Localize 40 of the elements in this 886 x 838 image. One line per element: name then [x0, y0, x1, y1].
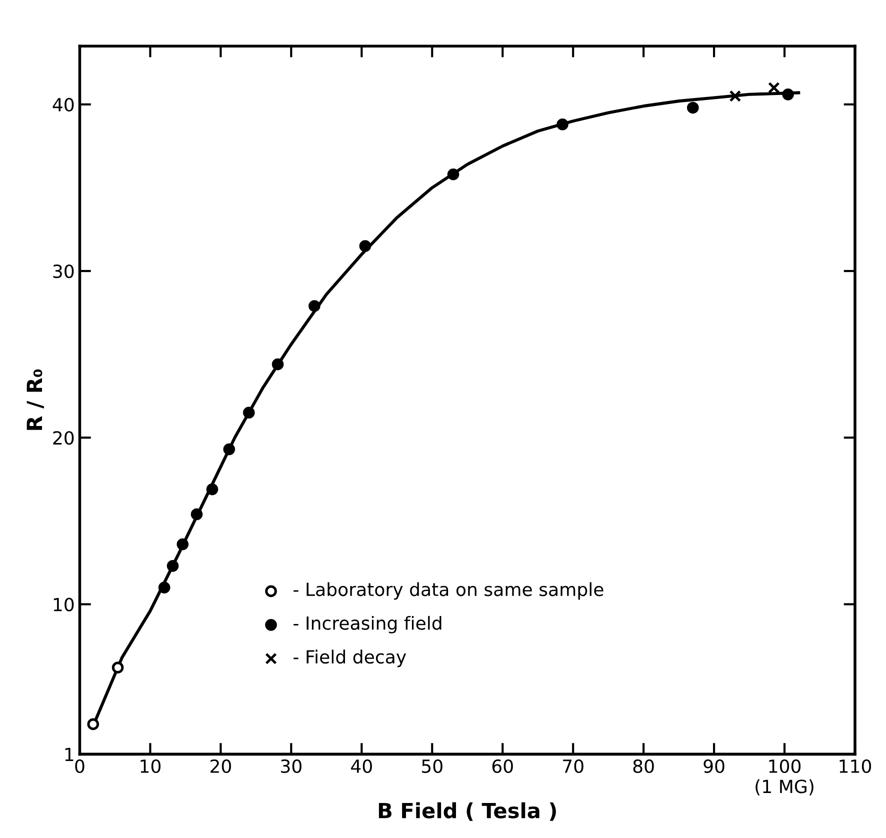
- y-tick-label: 30: [53, 264, 74, 278]
- y-tick-label: 40: [52, 98, 74, 112]
- x-tick-label: 50: [422, 759, 442, 774]
- legend-label: - Increasing field: [294, 616, 442, 634]
- y-tick-label: 10: [54, 598, 74, 612]
- point: [176, 538, 189, 550]
- x-tick-label: 20: [210, 759, 231, 774]
- x-tick-label: 10: [140, 759, 161, 774]
- point: [166, 560, 179, 572]
- point: [729, 90, 742, 102]
- x-tick-label: 40: [351, 759, 372, 774]
- x-tick-label: 70: [563, 759, 584, 774]
- point: [686, 102, 699, 114]
- y-tick-label: 1: [65, 748, 74, 762]
- point: [556, 118, 568, 130]
- x-tick-label: 30: [281, 759, 302, 774]
- legend-label: - Laboratory data on same sample: [294, 582, 604, 600]
- x-axis-title: B Field ( Tesla ): [378, 802, 556, 821]
- point: [272, 358, 284, 370]
- point: [782, 88, 794, 100]
- point: [223, 443, 236, 456]
- x-tick-label: 110: [840, 759, 872, 774]
- x-tick-label: 60: [492, 759, 513, 774]
- x-tick-label: 80: [633, 759, 654, 774]
- point: [112, 662, 124, 674]
- point: [308, 300, 320, 312]
- point: [768, 82, 780, 94]
- y-tick-label: 20: [53, 431, 74, 445]
- point: [87, 718, 100, 730]
- legend-label: - Field decay: [294, 650, 406, 668]
- point: [206, 483, 218, 496]
- x-tick-label: 90: [704, 759, 724, 774]
- point: [359, 240, 372, 252]
- y-axis-title: R / R₀: [26, 369, 44, 430]
- x-tick-label: 0: [75, 759, 84, 774]
- point: [242, 406, 255, 419]
- point: [447, 168, 460, 180]
- point: [158, 582, 170, 594]
- x-tick-label: 100 (1 MG): [756, 759, 814, 796]
- point: [190, 508, 203, 520]
